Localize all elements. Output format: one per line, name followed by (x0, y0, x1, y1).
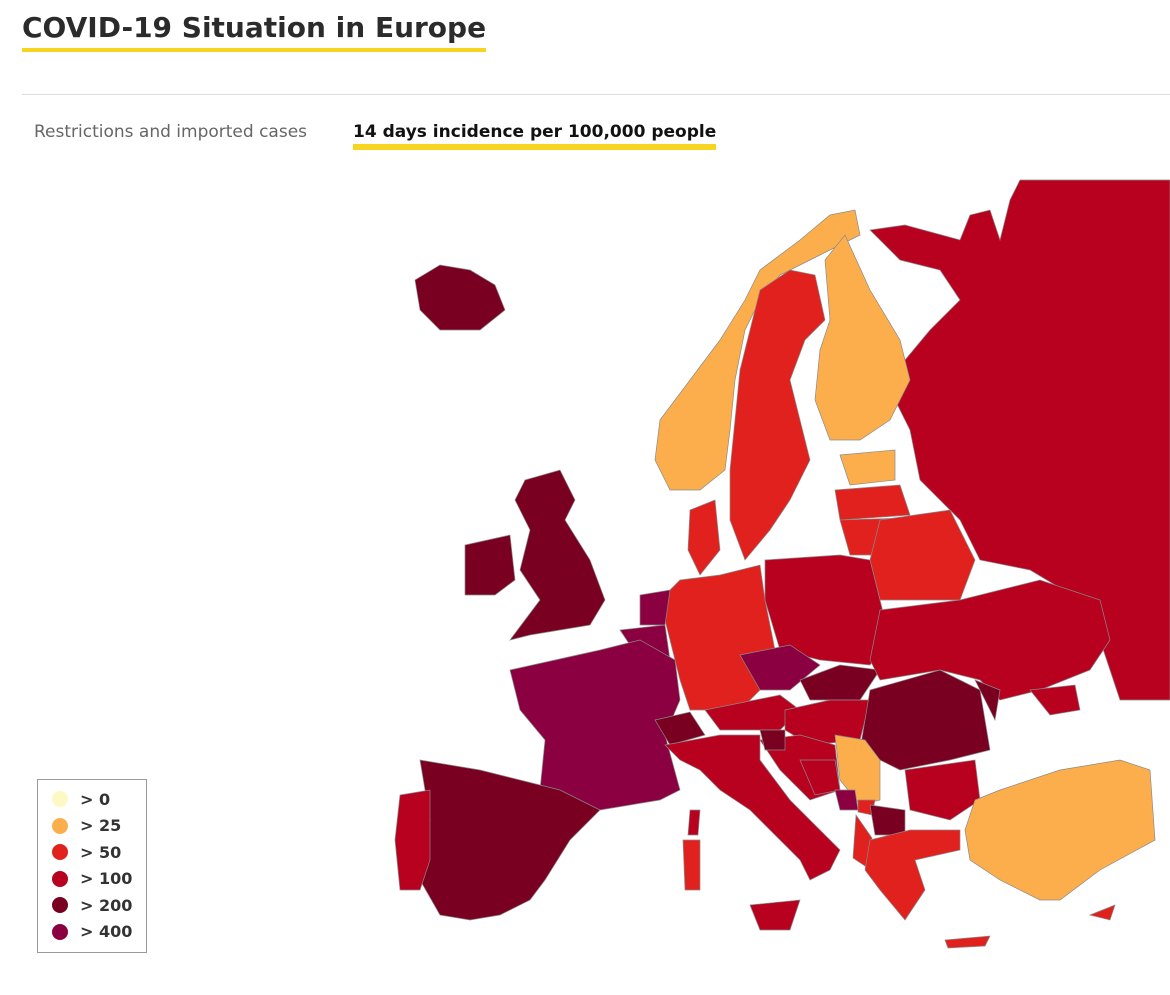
legend-swatch (52, 897, 68, 913)
legend-label: > 0 (80, 789, 111, 809)
legend-item: > 100 (52, 866, 132, 892)
sicily[interactable] (749, 899, 801, 931)
united-kingdom[interactable] (509, 469, 606, 641)
separator (22, 94, 1170, 95)
france[interactable] (509, 639, 681, 811)
corsica[interactable] (687, 809, 701, 836)
crete[interactable] (944, 935, 991, 949)
switzerland[interactable] (654, 711, 706, 746)
legend: > 0 > 25 > 50 > 100 > 200 > 400 (37, 779, 147, 953)
countries (394, 179, 1170, 949)
legend-swatch (52, 923, 68, 940)
slovakia[interactable] (799, 664, 881, 701)
portugal[interactable] (394, 789, 431, 891)
norway[interactable] (654, 209, 861, 491)
tab[interactable]: Restrictions and imported cases (34, 122, 308, 142)
legend-swatch (52, 791, 68, 807)
czechia[interactable] (739, 644, 821, 691)
legend-item: > 50 (52, 839, 121, 865)
slovenia[interactable] (759, 729, 786, 751)
legend-item: > 25 (52, 813, 121, 839)
italy[interactable] (664, 734, 841, 881)
legend-swatch (52, 817, 68, 834)
turkey[interactable] (964, 759, 1156, 901)
legend-swatch (52, 870, 68, 887)
bulgaria[interactable] (904, 759, 981, 821)
sweden[interactable] (729, 269, 826, 561)
legend-label: > 25 (80, 816, 122, 835)
crimea[interactable] (1029, 684, 1081, 716)
netherlands[interactable] (639, 589, 671, 626)
tab-active[interactable]: 14 days incidence per 100,000 people (353, 120, 717, 150)
iceland[interactable] (414, 264, 506, 331)
greece[interactable] (864, 829, 961, 921)
denmark[interactable] (687, 499, 721, 576)
ireland[interactable] (464, 534, 516, 596)
legend-label: > 400 (80, 922, 133, 941)
legend-label: > 100 (80, 869, 133, 888)
north-macedonia[interactable] (869, 804, 906, 836)
serbia[interactable] (834, 734, 881, 806)
legend-item: > 400 (52, 919, 132, 945)
legend-label: > 200 (80, 895, 133, 915)
legend-item: > 200 (52, 892, 132, 918)
legend-item: > 0 (52, 786, 110, 812)
latvia[interactable] (834, 484, 911, 521)
sardinia[interactable] (682, 839, 701, 891)
cyprus[interactable] (1088, 904, 1116, 921)
legend-swatch (52, 844, 68, 860)
romania[interactable] (859, 669, 991, 771)
page-title: COVID-19 Situation in Europe (22, 10, 487, 52)
belarus[interactable] (869, 509, 976, 601)
legend-label: > 50 (80, 842, 122, 862)
moldova[interactable] (974, 679, 1001, 722)
finland[interactable] (814, 234, 911, 441)
estonia[interactable] (839, 449, 896, 486)
montenegro[interactable] (834, 789, 859, 811)
